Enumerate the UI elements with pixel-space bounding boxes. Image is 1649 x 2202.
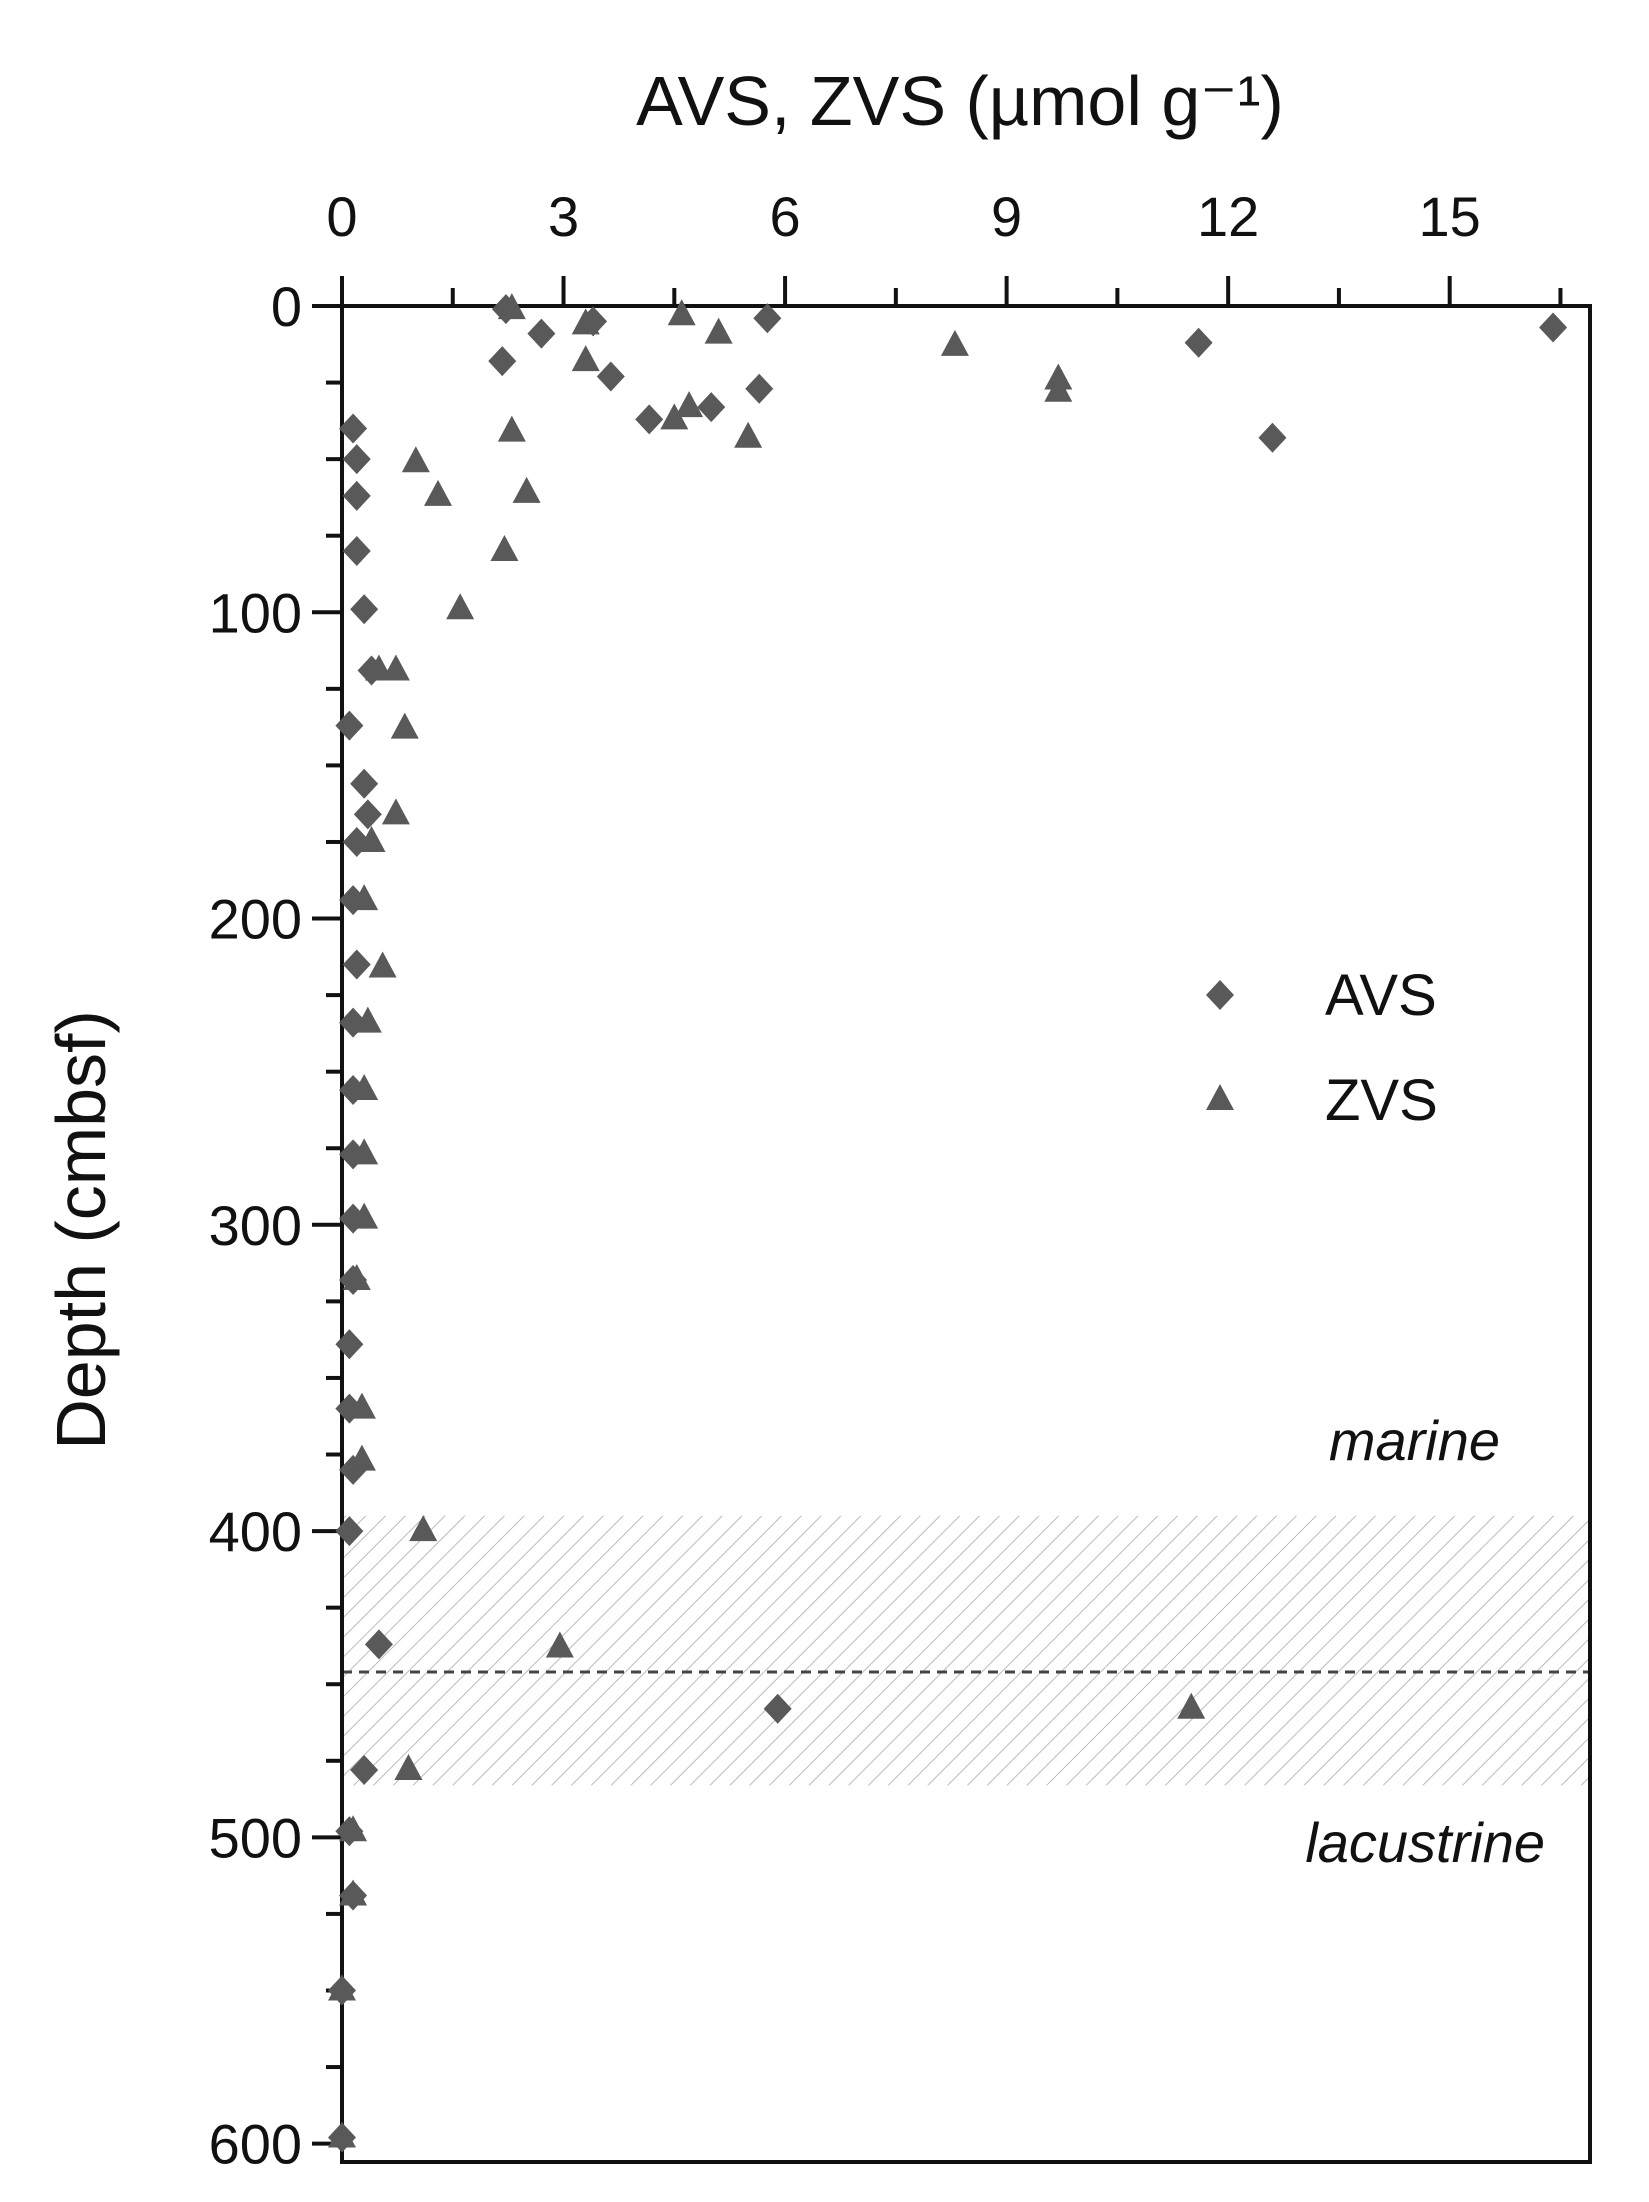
lacustrine-label: lacustrine <box>1305 1811 1545 1874</box>
x-tick-label: 3 <box>548 185 579 248</box>
zvs-point <box>545 1631 574 1658</box>
avs-point <box>596 361 625 392</box>
legend-avs-label: AVS <box>1325 963 1437 1028</box>
zvs-point <box>497 293 526 320</box>
zvs-point <box>667 299 696 326</box>
y-tick-label: 500 <box>209 1806 302 1869</box>
zvs-point <box>357 825 386 852</box>
legend-zvs-label: ZVS <box>1325 1068 1438 1133</box>
avs-point <box>364 1629 393 1660</box>
zvs-point <box>446 593 475 620</box>
avs-point <box>527 318 556 349</box>
y-axis-title: Depth (cmbsf) <box>42 1010 120 1450</box>
zvs-point <box>401 446 430 473</box>
zvs-point <box>704 317 733 344</box>
zvs-point <box>350 1202 379 1229</box>
zvs-point <box>1044 375 1073 402</box>
zvs-point <box>571 308 600 335</box>
x-tick-label: 9 <box>991 185 1022 248</box>
zvs-point <box>368 951 397 978</box>
zvs-point <box>394 1753 423 1780</box>
avs-point <box>488 346 517 377</box>
zvs-point <box>940 329 969 356</box>
zvs-point <box>390 712 419 739</box>
hatched-transition-band <box>342 1515 1590 1786</box>
zvs-point <box>339 1815 368 1842</box>
legend-zvs-marker <box>1206 1084 1234 1110</box>
zvs-point <box>339 1879 368 1906</box>
transition-band <box>342 1515 1590 1786</box>
zvs-point <box>350 884 379 911</box>
avs-point <box>1258 422 1287 453</box>
zvs-point <box>490 535 519 562</box>
y-tick-label: 200 <box>209 888 302 951</box>
x-tick-label: 12 <box>1197 185 1259 248</box>
zvs-point <box>424 479 452 506</box>
avs-point <box>353 799 382 830</box>
zvs-point <box>353 1006 382 1033</box>
zvs-point <box>350 1138 379 1165</box>
avs-point <box>697 392 726 423</box>
avs-point <box>350 1754 379 1785</box>
plot-frame <box>340 304 1592 2164</box>
legend-avs-marker <box>1206 980 1234 1010</box>
zvs-point <box>381 798 410 825</box>
zvs-point <box>497 415 526 442</box>
avs-point <box>342 949 371 980</box>
zvs-point <box>364 654 393 681</box>
zvs-point <box>328 2121 356 2148</box>
y-tick-label: 400 <box>209 1500 302 1563</box>
zvs-point <box>1177 1692 1206 1719</box>
avs-point <box>342 444 371 475</box>
legend: AVS ZVS <box>1206 963 1438 1133</box>
zvs-point <box>347 1444 376 1471</box>
avs-point <box>1539 312 1568 343</box>
y-tick-label: 300 <box>209 1194 302 1257</box>
x-tick-label: 0 <box>326 185 357 248</box>
avs-point <box>342 480 371 511</box>
y-tick-label: 600 <box>209 2113 302 2176</box>
avs-point <box>350 768 379 799</box>
avs-point <box>335 710 364 741</box>
avs-point <box>745 373 774 404</box>
zvs-point <box>675 391 704 418</box>
avs-point <box>350 594 379 625</box>
x-tick-label: 6 <box>769 185 800 248</box>
avs-point <box>635 404 664 435</box>
avs-point <box>1184 327 1213 358</box>
y-tick-label: 0 <box>271 275 302 338</box>
avs-point <box>753 303 782 334</box>
data-points <box>328 293 1568 2153</box>
avs-point <box>763 1693 792 1724</box>
zvs-point <box>347 1392 376 1419</box>
zvs-point <box>328 1974 356 2001</box>
zvs-point <box>350 1074 379 1101</box>
zvs-point <box>734 421 763 448</box>
avs-point <box>335 1516 364 1547</box>
zvs-point <box>660 403 689 430</box>
zvs-point <box>512 476 541 503</box>
x-axis-title: AVS, ZVS (µmol g⁻¹) <box>636 62 1284 140</box>
marine-label: marine <box>1329 1409 1500 1472</box>
avs-point <box>339 413 368 444</box>
avs-point <box>335 1329 364 1360</box>
avs-point <box>342 536 371 567</box>
zvs-point <box>571 345 600 372</box>
x-tick-label: 15 <box>1419 185 1481 248</box>
axes: 0 3 6 9 12 15 0 100 200 300 400 500 600 <box>209 185 1592 2176</box>
zvs-point <box>409 1515 438 1542</box>
zvs-point <box>342 1263 371 1290</box>
y-tick-label: 100 <box>209 581 302 644</box>
